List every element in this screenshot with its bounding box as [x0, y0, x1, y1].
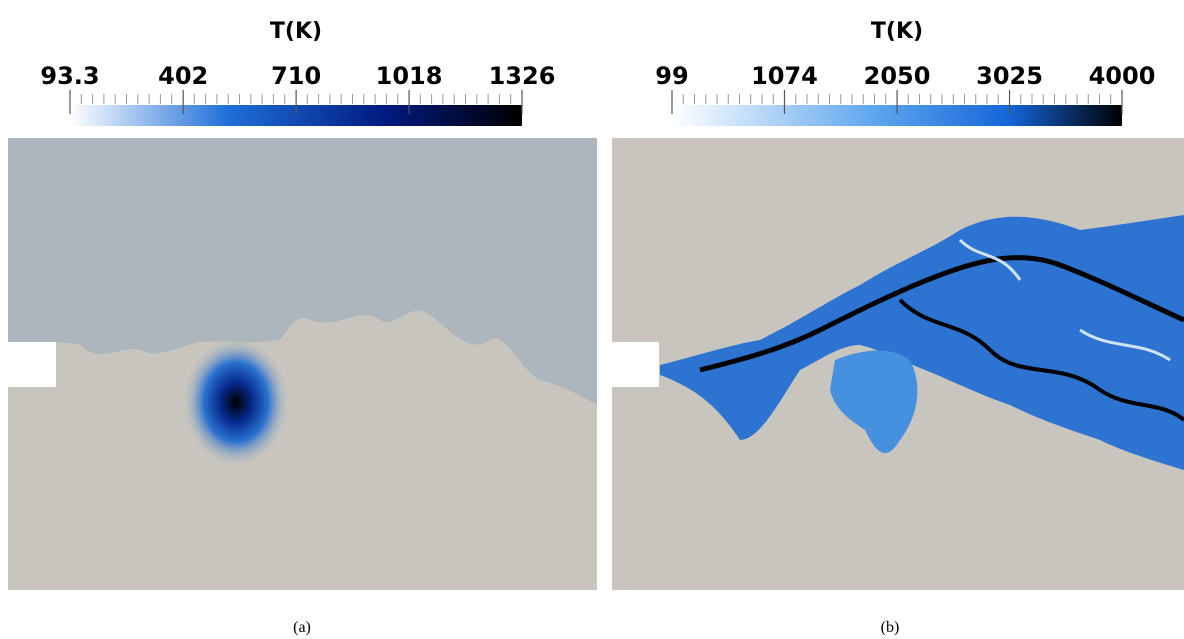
tick-label: 99	[655, 62, 688, 90]
tick-label: 4000	[1089, 62, 1156, 90]
tick-label: 1018	[376, 62, 443, 90]
tick-label: 93.3	[40, 62, 99, 90]
field-a	[8, 138, 597, 590]
colorbar-title: T(K)	[871, 19, 923, 44]
tick-label: 2050	[864, 62, 931, 90]
tick-label: 3025	[976, 62, 1043, 90]
panel-caption: (a)	[293, 619, 311, 636]
tick-label: 1074	[751, 62, 818, 90]
tick-label: 710	[271, 62, 321, 90]
colorbar-title: T(K)	[270, 19, 322, 44]
panel-caption: (b)	[881, 619, 900, 636]
tick-label: 1326	[489, 62, 556, 90]
field-b	[612, 138, 1184, 590]
tick-label: 402	[158, 62, 208, 90]
